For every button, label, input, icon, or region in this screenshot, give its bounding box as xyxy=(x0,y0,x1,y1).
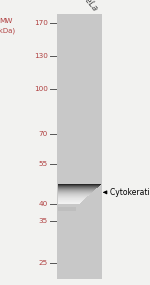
Text: 25: 25 xyxy=(39,260,48,266)
Bar xyxy=(57,14,102,279)
Text: 100: 100 xyxy=(34,86,48,92)
Text: 170: 170 xyxy=(34,20,48,26)
Text: 40: 40 xyxy=(39,201,48,207)
Text: 130: 130 xyxy=(34,54,48,60)
Text: 55: 55 xyxy=(39,161,48,167)
Text: 70: 70 xyxy=(39,131,48,137)
Text: HeLa: HeLa xyxy=(80,0,100,13)
Bar xyxy=(58,207,76,211)
Text: MW: MW xyxy=(0,18,13,24)
Text: Cytokeratin 14: Cytokeratin 14 xyxy=(110,188,150,197)
Text: 35: 35 xyxy=(39,218,48,224)
Text: (kDa): (kDa) xyxy=(0,28,16,34)
